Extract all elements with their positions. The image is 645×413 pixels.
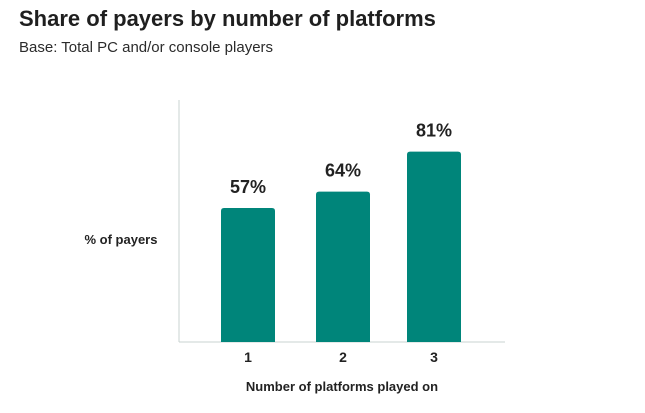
bar-2 — [316, 191, 370, 342]
chart-subtitle: Base: Total PC and/or console players — [19, 39, 274, 56]
data-label-1: 57% — [230, 177, 266, 197]
data-label-3: 81% — [416, 121, 452, 141]
chart-title: Share of payers by number of platforms — [19, 6, 436, 31]
x-tick-label-1: 1 — [244, 349, 252, 365]
bar-1 — [221, 208, 275, 342]
x-tick-label-2: 2 — [339, 349, 347, 365]
x-tick-label-3: 3 — [430, 349, 438, 365]
bars-group: 57% 1 64% 2 81% 3 — [221, 121, 461, 365]
x-axis-title: Number of platforms played on — [246, 379, 438, 394]
bar-3 — [407, 151, 461, 342]
data-label-2: 64% — [325, 161, 361, 181]
y-axis-title: % of payers — [85, 232, 158, 247]
